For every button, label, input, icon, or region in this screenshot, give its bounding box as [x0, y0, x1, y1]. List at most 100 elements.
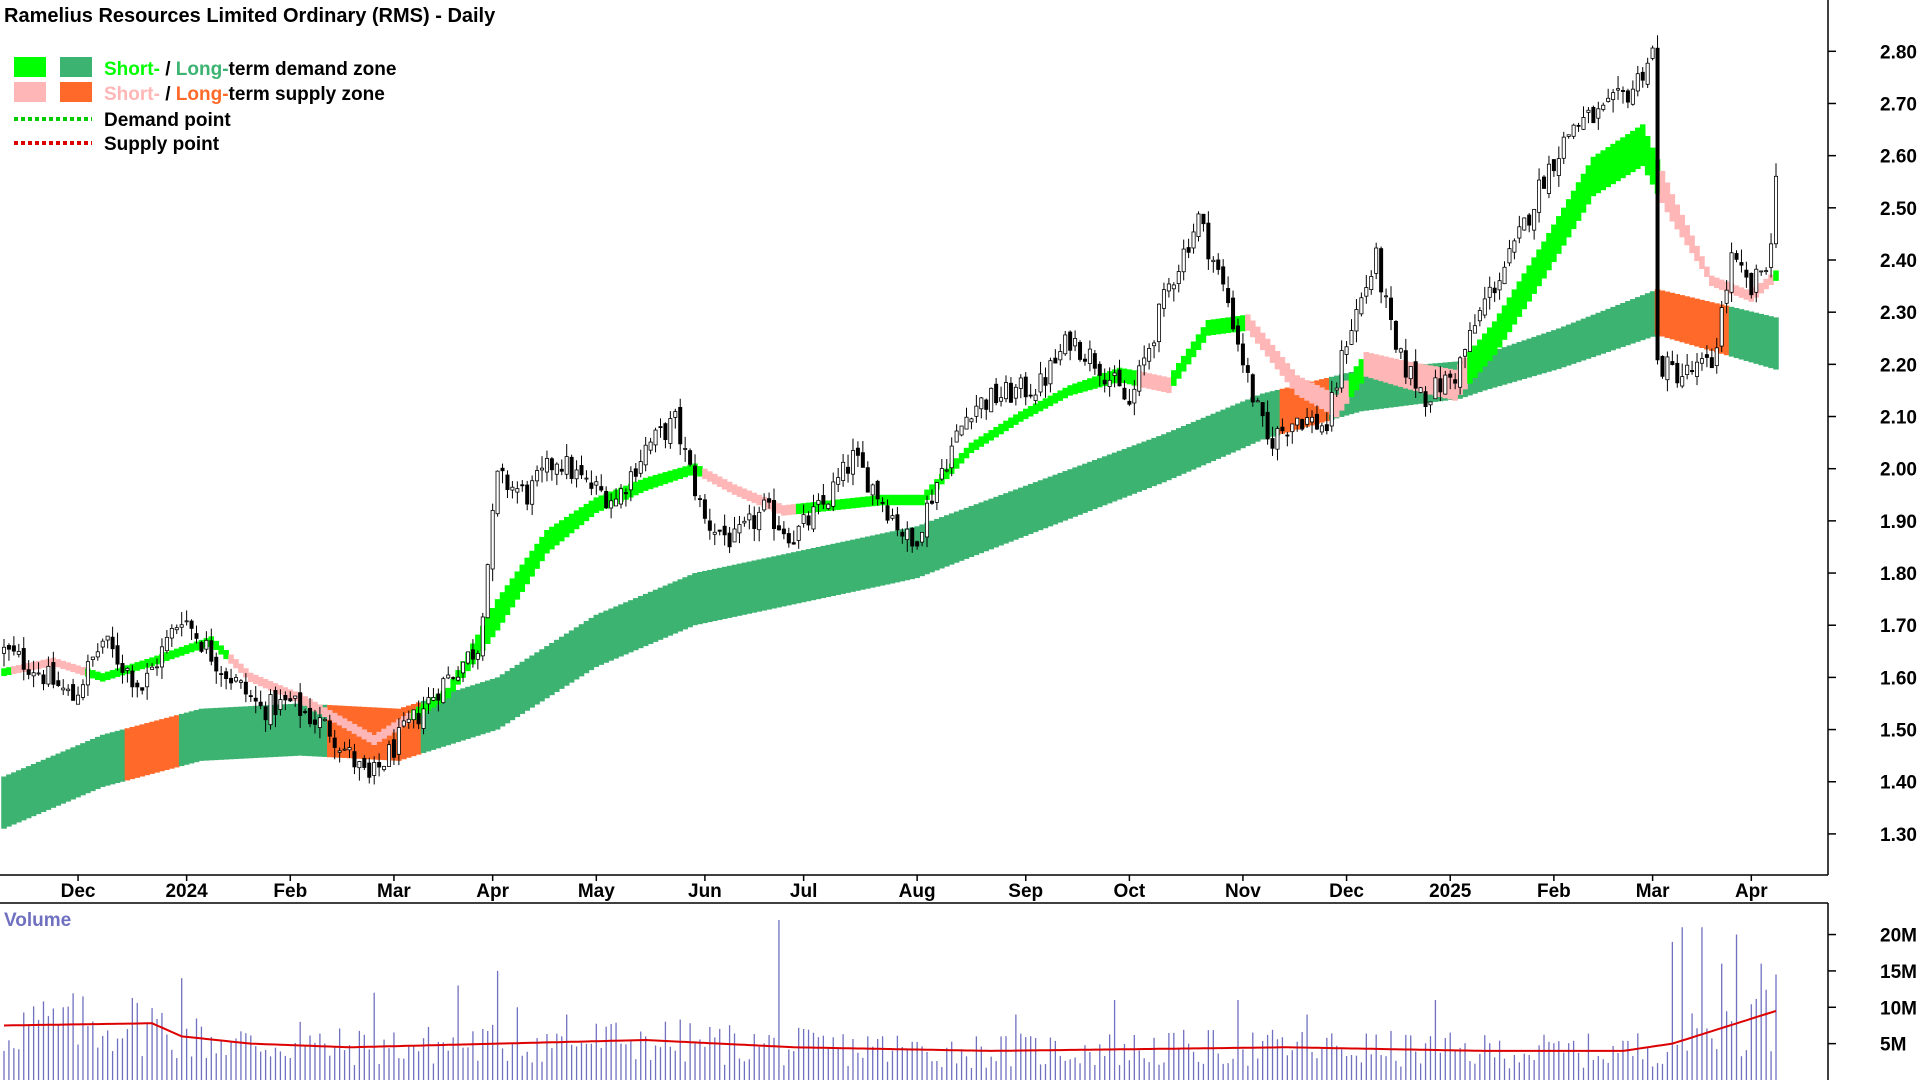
long-band-segment — [1097, 458, 1103, 508]
long-band-segment — [238, 706, 244, 759]
short-band-segment — [218, 645, 224, 655]
candle — [979, 396, 984, 419]
candle — [895, 506, 900, 537]
long-band-segment — [302, 703, 308, 756]
candle — [1240, 333, 1245, 373]
candle — [1571, 123, 1576, 140]
short-band-segment — [1240, 315, 1246, 332]
short-band-segment — [549, 526, 555, 550]
long-band-segment — [1383, 367, 1389, 409]
candle — [727, 526, 732, 554]
short-band-segment — [943, 468, 950, 480]
candle — [1349, 319, 1354, 346]
long-band-segment — [1595, 312, 1602, 356]
candle — [535, 465, 540, 487]
candle — [850, 438, 855, 486]
short-band-segment — [484, 616, 491, 644]
candle — [944, 459, 949, 473]
candle — [1453, 373, 1458, 390]
candle — [569, 454, 574, 484]
short-band-segment — [1003, 420, 1009, 432]
candle — [1670, 350, 1675, 366]
candle — [915, 540, 920, 550]
long-band-segment — [1240, 401, 1246, 449]
candle — [120, 654, 125, 684]
long-band-segment — [573, 627, 580, 680]
y-tick-label: 1.30 — [1880, 825, 1917, 846]
long-band-segment — [687, 575, 693, 628]
candle — [658, 418, 663, 438]
candle — [11, 636, 16, 656]
short-band-segment — [1575, 182, 1582, 221]
short-band-segment — [90, 670, 96, 679]
candle — [1171, 282, 1176, 302]
short-band-segment — [1506, 297, 1513, 333]
short-band-segment — [1585, 165, 1592, 205]
short-band-segment — [504, 585, 511, 616]
candle — [964, 407, 969, 430]
candle — [1206, 211, 1211, 270]
candle — [189, 619, 194, 640]
short-band-segment — [346, 721, 353, 732]
candle — [1226, 276, 1231, 308]
long-band-segment — [672, 581, 679, 634]
short-band-segment — [169, 650, 175, 660]
candle — [816, 493, 821, 515]
candle — [421, 696, 426, 735]
short-band-segment — [16, 665, 22, 673]
candle — [1329, 380, 1334, 432]
short-band-segment — [252, 674, 259, 685]
long-band-segment — [741, 562, 748, 615]
candle — [1596, 101, 1601, 130]
candle — [1620, 86, 1625, 104]
candle — [16, 643, 21, 658]
short-band-segment — [1092, 376, 1098, 389]
short-band-segment — [963, 447, 970, 459]
candle — [900, 528, 905, 544]
short-band-segment — [919, 494, 925, 506]
candle — [85, 654, 90, 696]
legend-swatch-long-demand — [60, 57, 92, 77]
long-band-segment — [445, 693, 452, 746]
short-band-segment — [1718, 279, 1725, 290]
short-band-segment — [391, 722, 397, 733]
long-band-segment — [835, 542, 841, 595]
candle — [786, 527, 791, 548]
long-band-segment — [712, 568, 718, 622]
legend: Short- / Long-term demand zone Short- / … — [14, 57, 396, 155]
long-band-segment — [292, 703, 298, 756]
candle — [1640, 67, 1645, 88]
long-band-segment — [1368, 368, 1375, 411]
long-band-segment — [588, 617, 595, 671]
candle — [880, 497, 885, 513]
candle — [870, 483, 875, 506]
legend-supply-point-label: Supply point — [104, 134, 220, 155]
legend-short-demand-word: Short- — [104, 59, 160, 80]
long-band-segment — [1570, 322, 1577, 364]
candle — [1606, 88, 1611, 103]
candle — [1310, 410, 1315, 434]
candle — [1384, 288, 1389, 309]
short-band-segment — [652, 474, 659, 488]
long-band-segment — [993, 496, 999, 548]
long-band-segment — [815, 546, 822, 600]
volume-average-line — [3, 1009, 1777, 1052]
candle — [1058, 343, 1063, 366]
y-tick-label: 1.40 — [1880, 773, 1917, 794]
candle — [969, 417, 974, 430]
long-band-segment — [1659, 290, 1666, 337]
x-tick-label: 2025 — [1429, 881, 1472, 902]
long-band-segment — [544, 646, 550, 699]
candle — [1744, 261, 1749, 288]
long-band-segment — [953, 511, 960, 563]
long-band-segment — [228, 707, 234, 760]
short-band-segment — [642, 477, 649, 491]
candle — [599, 474, 604, 493]
short-band-segment — [322, 707, 328, 718]
candle — [994, 378, 999, 406]
candle — [382, 765, 387, 772]
short-band-segment — [687, 464, 693, 476]
long-band-segment — [169, 716, 175, 769]
candle — [1087, 340, 1092, 372]
short-band-segment — [1200, 327, 1207, 343]
